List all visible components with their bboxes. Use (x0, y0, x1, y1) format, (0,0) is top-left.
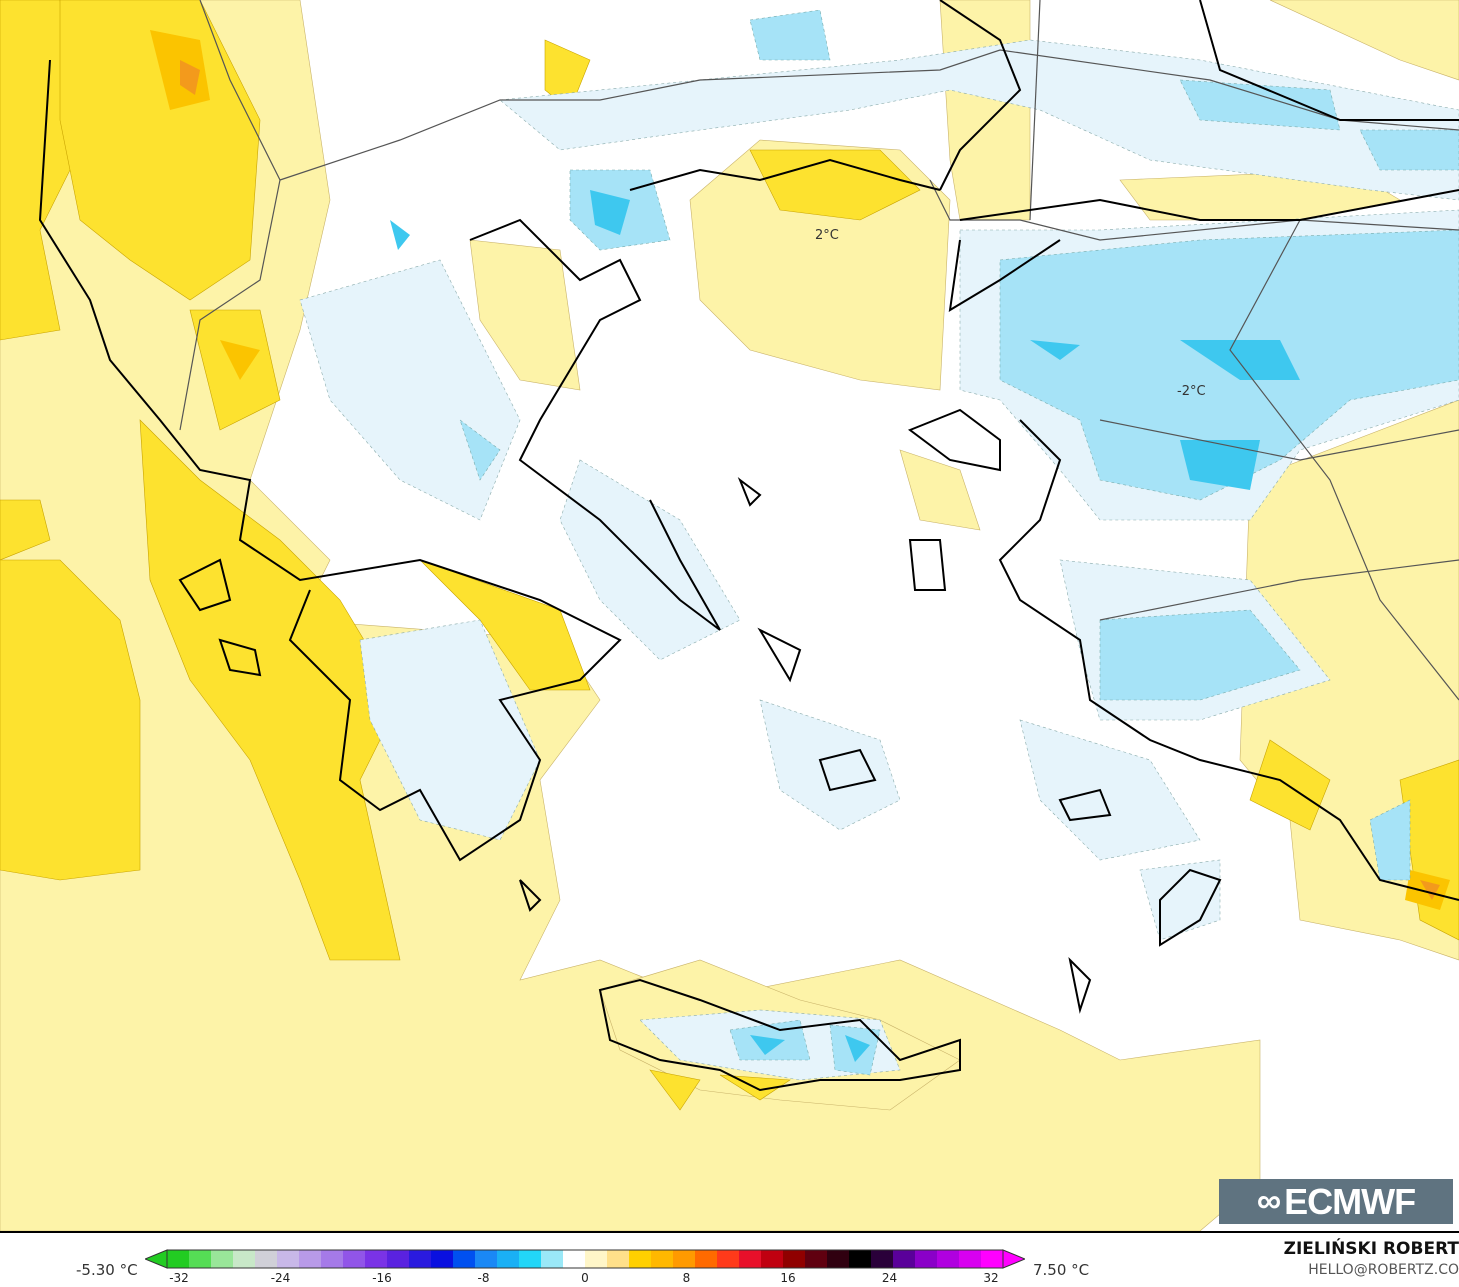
legend-min-label: -5.30 °C (76, 1261, 138, 1279)
colorbar-segment (387, 1250, 410, 1268)
colorbar-tick-label: 8 (682, 1271, 691, 1285)
colorbar-segment (629, 1250, 652, 1268)
ecmwf-logo-icon: ∞ (1256, 1182, 1281, 1220)
colorbar-segment (717, 1250, 740, 1268)
colorbar-min-arrow (145, 1249, 168, 1269)
colorbar-segment (695, 1250, 718, 1268)
colorbar-segment (761, 1250, 784, 1268)
colorbar-max-arrow (1002, 1249, 1025, 1269)
colorbar-segment (255, 1250, 278, 1268)
colorbar-segment (981, 1250, 1004, 1268)
colorbar (145, 1249, 1025, 1269)
colorbar-segment (431, 1250, 454, 1268)
colorbar-segment (915, 1250, 938, 1268)
colorbar-segment (893, 1250, 916, 1268)
colorbar-segment (651, 1250, 674, 1268)
colorbar-segment (409, 1250, 432, 1268)
legend-max-label: 7.50 °C (1033, 1261, 1090, 1279)
ecmwf-logo-text: ECMWF (1284, 1180, 1416, 1222)
contour-label-positive: 2°C (815, 228, 839, 243)
colorbar-segment (959, 1250, 982, 1268)
colorbar-segment (321, 1250, 344, 1268)
author-name: ZIELIŃSKI ROBERT (1283, 1239, 1459, 1259)
colorbar-tick-label: 32 (983, 1271, 999, 1285)
colorbar-segment (497, 1250, 520, 1268)
colorbar-segment (805, 1250, 828, 1268)
contour-label-negative: -2°C (1177, 384, 1206, 399)
map-canvas (0, 0, 1459, 1231)
colorbar-segment (211, 1250, 234, 1268)
colorbar-segment (453, 1250, 476, 1268)
colorbar-segment (739, 1250, 762, 1268)
colorbar-segment (937, 1250, 960, 1268)
colorbar-frame (166, 1249, 1004, 1269)
colorbar-segment (849, 1250, 872, 1268)
colorbar-segment (365, 1250, 388, 1268)
colorbar-segment (783, 1250, 806, 1268)
colorbar-tick-label: 24 (881, 1271, 898, 1285)
colorbar-segment (871, 1250, 894, 1268)
colorbar-segment (475, 1250, 498, 1268)
colorbar-segment (167, 1250, 190, 1268)
colorbar-segment (277, 1250, 300, 1268)
colorbar-tick-label: -8 (477, 1271, 490, 1285)
colorbar-tick-label: -16 (372, 1271, 392, 1285)
colorbar-tick-label: 0 (581, 1271, 589, 1285)
warm-areas (0, 0, 1459, 1111)
temperature-anomaly-map: 2°C -2°C ∞ ECMWF (0, 0, 1459, 1233)
coastlines (38, 0, 1459, 1092)
warm-max-areas (180, 60, 1440, 900)
colorbar-segment (343, 1250, 366, 1268)
colorbar-segment (519, 1250, 542, 1268)
colorbar-segment (827, 1250, 850, 1268)
colorbar-segment (233, 1250, 256, 1268)
colorbar-segment (673, 1250, 696, 1268)
country-borders (179, 0, 1459, 701)
author-email: HELLO@ROBERTZ.CO (1308, 1262, 1459, 1278)
cool-strong-areas (390, 190, 1300, 1062)
colorbar-segment (563, 1250, 586, 1268)
colorbar-tick-label: 16 (780, 1271, 796, 1285)
colorbar-segment (585, 1250, 608, 1268)
colorbar-segment (189, 1250, 212, 1268)
colorbar-tick-label: -24 (270, 1271, 291, 1285)
colorbar-tick-label: -32 (169, 1271, 189, 1285)
colorbar-segment (299, 1250, 322, 1268)
colorbar-segment (607, 1250, 630, 1268)
color-legend: -5.30 °C -32 -24 -16 -8 0 8 16 24 32 7.50 °C ZIE… (0, 1233, 1459, 1287)
ecmwf-logo: ∞ ECMWF (1219, 1179, 1453, 1224)
colorbar-segment (541, 1250, 564, 1268)
